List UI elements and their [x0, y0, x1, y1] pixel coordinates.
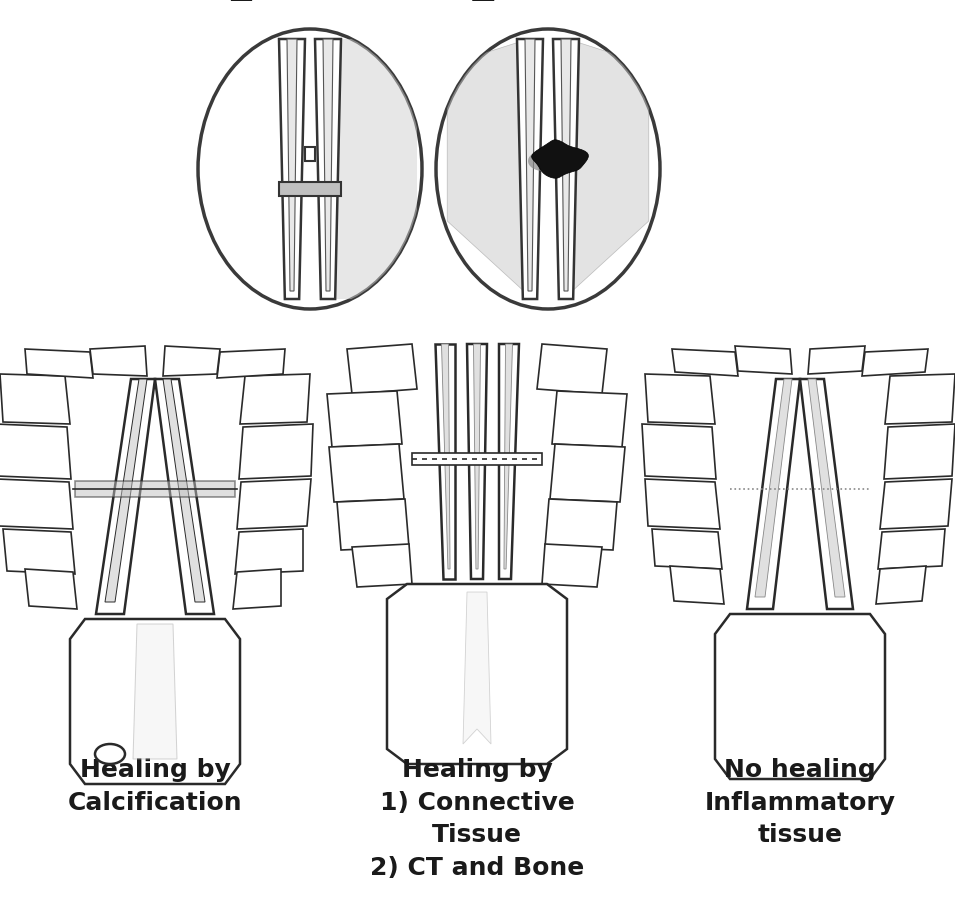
Polygon shape	[800, 380, 853, 610]
Polygon shape	[387, 584, 567, 764]
Polygon shape	[435, 345, 455, 579]
Bar	[75, 482, 235, 497]
Bar	[305, 148, 315, 161]
Polygon shape	[561, 40, 571, 291]
Polygon shape	[880, 480, 952, 529]
Polygon shape	[240, 374, 310, 425]
Ellipse shape	[198, 30, 422, 309]
Polygon shape	[715, 614, 885, 779]
Polygon shape	[25, 350, 93, 379]
Ellipse shape	[436, 30, 660, 309]
Polygon shape	[235, 529, 303, 575]
Polygon shape	[525, 40, 535, 291]
Polygon shape	[163, 380, 205, 603]
Polygon shape	[862, 350, 928, 376]
Text: Healing by
Calcification: Healing by Calcification	[68, 757, 243, 814]
Polygon shape	[0, 374, 70, 425]
Polygon shape	[504, 345, 513, 569]
Polygon shape	[884, 425, 955, 480]
Polygon shape	[550, 445, 625, 502]
Polygon shape	[237, 480, 311, 529]
Polygon shape	[528, 152, 558, 171]
Polygon shape	[537, 345, 607, 394]
Polygon shape	[545, 500, 617, 550]
Polygon shape	[329, 445, 404, 502]
Text: No healing
Inflammatory
tissue: No healing Inflammatory tissue	[705, 757, 896, 846]
Polygon shape	[652, 529, 722, 569]
Polygon shape	[463, 593, 491, 744]
Polygon shape	[105, 380, 147, 603]
Polygon shape	[287, 40, 297, 291]
Polygon shape	[876, 566, 926, 604]
Polygon shape	[3, 529, 75, 575]
Polygon shape	[70, 620, 240, 784]
Polygon shape	[96, 380, 155, 614]
Polygon shape	[0, 480, 73, 529]
Text: 2: 2	[469, 0, 498, 10]
Polygon shape	[735, 346, 792, 374]
Polygon shape	[474, 345, 480, 569]
Polygon shape	[217, 350, 285, 379]
Polygon shape	[532, 141, 588, 179]
Polygon shape	[885, 374, 955, 425]
Text: 1: 1	[225, 0, 254, 10]
Polygon shape	[0, 425, 71, 480]
Polygon shape	[563, 40, 648, 299]
Polygon shape	[315, 40, 341, 299]
Polygon shape	[642, 425, 716, 480]
Polygon shape	[553, 40, 579, 299]
Polygon shape	[337, 500, 409, 550]
Polygon shape	[747, 380, 800, 610]
Bar	[279, 183, 341, 197]
Polygon shape	[672, 350, 738, 376]
Polygon shape	[755, 380, 792, 597]
Polygon shape	[645, 480, 720, 529]
Polygon shape	[233, 569, 281, 610]
Polygon shape	[645, 374, 715, 425]
Polygon shape	[808, 380, 845, 597]
Polygon shape	[552, 391, 627, 447]
Bar	[412, 454, 542, 465]
Polygon shape	[878, 529, 945, 569]
Polygon shape	[517, 40, 543, 299]
Polygon shape	[670, 566, 724, 604]
Polygon shape	[239, 425, 313, 480]
Polygon shape	[25, 569, 77, 610]
Polygon shape	[499, 345, 519, 579]
Polygon shape	[542, 545, 602, 587]
Polygon shape	[467, 345, 487, 579]
Polygon shape	[133, 624, 177, 759]
Polygon shape	[347, 345, 417, 394]
Polygon shape	[90, 346, 147, 376]
Polygon shape	[323, 40, 333, 291]
Polygon shape	[279, 40, 305, 299]
Polygon shape	[163, 346, 220, 376]
Polygon shape	[352, 545, 412, 587]
Text: Healing by
1) Connective
Tissue
2) CT and Bone: Healing by 1) Connective Tissue 2) CT an…	[370, 757, 584, 879]
Ellipse shape	[95, 744, 125, 764]
Polygon shape	[441, 345, 450, 569]
Polygon shape	[327, 391, 402, 447]
Polygon shape	[447, 40, 532, 299]
Polygon shape	[155, 380, 214, 614]
Polygon shape	[808, 346, 865, 374]
Polygon shape	[335, 40, 417, 299]
